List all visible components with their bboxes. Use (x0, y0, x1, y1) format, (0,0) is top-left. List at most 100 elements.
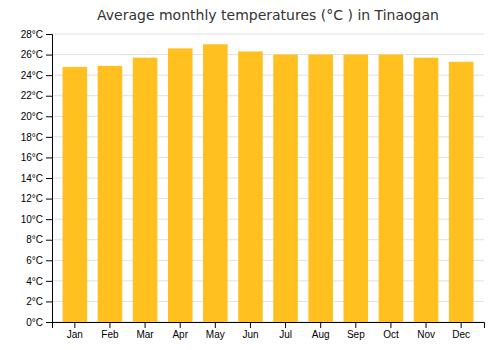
bar (203, 44, 228, 322)
bar (133, 58, 158, 322)
y-tick-label: 20°C (21, 111, 43, 122)
x-tick: Jul (279, 322, 292, 340)
bar (273, 55, 298, 322)
x-tick: Jun (242, 322, 258, 340)
y-tick-mark (46, 55, 52, 56)
x-tick-mark (180, 322, 181, 328)
chart-svg: 0°C 2°C 4°C 6°C 8°C 10°C 12°C 14°C 16°C 18°C 20°C 2… (0, 0, 500, 350)
y-tick-mark (46, 219, 52, 220)
bar (63, 67, 88, 322)
bar (308, 55, 333, 322)
x-tick-mark (390, 322, 391, 328)
y-tick-label: 22°C (21, 90, 43, 101)
x-tick-label: Jun (242, 329, 258, 340)
y-tick-label: 16°C (21, 152, 43, 163)
x-tick-mark (355, 322, 356, 328)
x-axis: Jan Feb Mar Apr May Jun Jul Aug Sep Oct Nov Dec (53, 322, 485, 340)
x-tick: Aug (312, 322, 330, 340)
y-tick-label: 24°C (21, 70, 43, 81)
y-tick: 2°C (26, 296, 52, 307)
bar (379, 55, 404, 322)
x-tick-label: Nov (417, 329, 435, 340)
y-tick-mark (46, 199, 52, 200)
y-tick: 6°C (26, 255, 52, 266)
x-tick: Nov (417, 322, 435, 340)
y-tick-mark (46, 240, 52, 241)
y-tick: 24°C (21, 70, 52, 81)
y-axis: 0°C 2°C 4°C 6°C 8°C 10°C 12°C 14°C 16°C 18°C 20°C 2… (21, 29, 53, 328)
y-tick-mark (46, 322, 52, 323)
y-tick-mark (46, 137, 52, 138)
x-axis-line (53, 323, 485, 329)
x-tick-label: Dec (452, 329, 470, 340)
grid-line (52, 54, 484, 55)
y-tick-label: 4°C (26, 276, 43, 287)
y-tick-mark (46, 301, 52, 302)
y-tick-label: 6°C (26, 255, 43, 266)
y-tick: 10°C (21, 214, 52, 225)
x-tick: Mar (136, 322, 154, 340)
y-tick-mark (46, 34, 52, 35)
x-tick-label: Sep (347, 329, 365, 340)
x-tick-mark (215, 322, 216, 328)
x-tick-mark (461, 322, 462, 328)
bar (344, 55, 369, 322)
y-tick: 26°C (21, 49, 52, 60)
y-tick: 0°C (26, 317, 52, 328)
y-tick: 22°C (21, 90, 52, 101)
x-tick-mark (109, 322, 110, 328)
x-tick-label: Jan (67, 329, 83, 340)
y-tick-mark (46, 157, 52, 158)
y-tick: 28°C (21, 29, 52, 40)
x-tick: May (206, 322, 225, 340)
y-tick-mark (46, 116, 52, 117)
x-tick-label: Jul (279, 329, 292, 340)
y-tick-label: 18°C (21, 132, 43, 143)
x-tick: Dec (452, 322, 470, 340)
x-tick-label: Oct (383, 329, 399, 340)
y-tick-label: 12°C (21, 193, 43, 204)
y-tick: 12°C (21, 193, 52, 204)
y-tick: 14°C (21, 173, 52, 184)
y-tick-label: 28°C (21, 29, 43, 40)
y-tick: 16°C (21, 152, 52, 163)
x-tick-label: May (206, 329, 225, 340)
y-tick-mark (46, 75, 52, 76)
x-tick-mark (320, 322, 321, 328)
x-tick: Jan (67, 322, 83, 340)
y-tick: 20°C (21, 111, 52, 122)
chart-container: 0°C 2°C 4°C 6°C 8°C 10°C 12°C 14°C 16°C 18°C 20°C 2… (0, 0, 500, 350)
y-tick-label: 8°C (26, 234, 43, 245)
y-tick-label: 14°C (21, 173, 43, 184)
x-tick: Apr (172, 322, 188, 340)
x-tick: Oct (383, 322, 399, 340)
y-tick-label: 26°C (21, 49, 43, 60)
x-tick-label: Aug (312, 329, 330, 340)
bar (414, 58, 439, 322)
plot-area: 0°C 2°C 4°C 6°C 8°C 10°C 12°C 14°C 16°C 18°C 20°C 2… (21, 29, 485, 340)
y-tick: 8°C (26, 234, 52, 245)
y-tick-label: 0°C (26, 317, 43, 328)
y-tick-mark (46, 281, 52, 282)
x-tick-mark (74, 322, 75, 328)
x-tick-mark (285, 322, 286, 328)
y-tick-mark (46, 96, 52, 97)
bar (449, 62, 474, 322)
x-tick-mark (250, 322, 251, 328)
bar (98, 66, 123, 322)
x-tick: Feb (101, 322, 119, 340)
y-tick: 4°C (26, 276, 52, 287)
y-axis-line (46, 35, 53, 323)
bar (238, 51, 263, 322)
x-tick-label: Feb (101, 329, 119, 340)
y-tick-mark (46, 178, 52, 179)
bar (168, 48, 193, 322)
x-tick-mark (145, 322, 146, 328)
x-tick-label: Mar (136, 329, 154, 340)
bars (63, 44, 474, 322)
x-tick-mark (426, 322, 427, 328)
y-tick-label: 2°C (26, 296, 43, 307)
x-tick-label: Apr (172, 329, 188, 340)
grid (52, 34, 484, 322)
grid-line (52, 34, 484, 35)
